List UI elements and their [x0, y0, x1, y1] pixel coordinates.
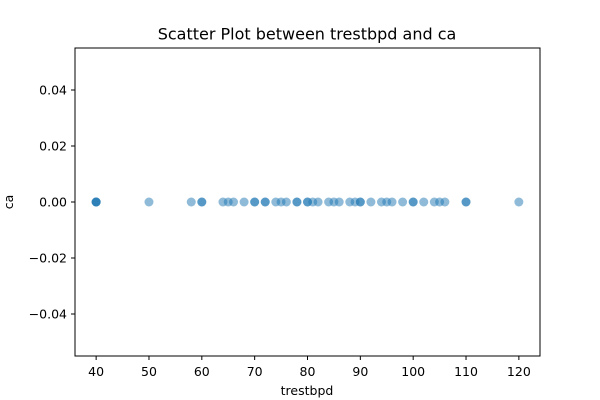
x-axis: 40 50 60 70 80 90 100 110 120	[88, 356, 531, 379]
data-point	[260, 197, 270, 207]
data-point	[197, 197, 207, 207]
data-point	[440, 197, 450, 207]
x-tick-label: 100	[401, 364, 425, 379]
x-tick-label: 40	[88, 364, 104, 379]
x-tick-label: 60	[194, 364, 210, 379]
data-point	[387, 197, 397, 207]
data-point	[355, 197, 365, 207]
chart-title: Scatter Plot between trestbpd and ca	[158, 25, 457, 44]
y-tick-label: 0.02	[39, 139, 67, 154]
points-layer	[91, 197, 524, 207]
data-point	[514, 197, 524, 207]
data-point	[281, 197, 291, 207]
data-point	[91, 197, 101, 207]
x-tick-label: 70	[247, 364, 263, 379]
y-axis: 0.04 0.02 0.00 −0.02 −0.04	[29, 83, 75, 322]
data-point	[461, 197, 471, 207]
x-tick-label: 110	[454, 364, 478, 379]
data-point	[144, 197, 154, 207]
data-point	[398, 197, 408, 207]
data-point	[229, 197, 239, 207]
y-tick-label: 0.00	[39, 195, 67, 210]
data-point	[239, 197, 249, 207]
data-point	[186, 197, 196, 207]
x-tick-label: 50	[141, 364, 157, 379]
data-point	[313, 197, 323, 207]
y-tick-label: −0.02	[29, 251, 67, 266]
data-point	[408, 197, 418, 207]
x-tick-label: 90	[352, 364, 368, 379]
data-point	[250, 197, 260, 207]
data-point	[419, 197, 429, 207]
data-point	[334, 197, 344, 207]
data-point	[292, 197, 302, 207]
y-tick-label: 0.04	[39, 83, 67, 98]
data-point	[366, 197, 376, 207]
y-tick-label: −0.04	[29, 307, 67, 322]
y-axis-label: ca	[1, 195, 16, 210]
x-tick-label: 120	[507, 364, 531, 379]
x-tick-label: 80	[300, 364, 316, 379]
x-axis-label: trestbpd	[281, 383, 334, 398]
